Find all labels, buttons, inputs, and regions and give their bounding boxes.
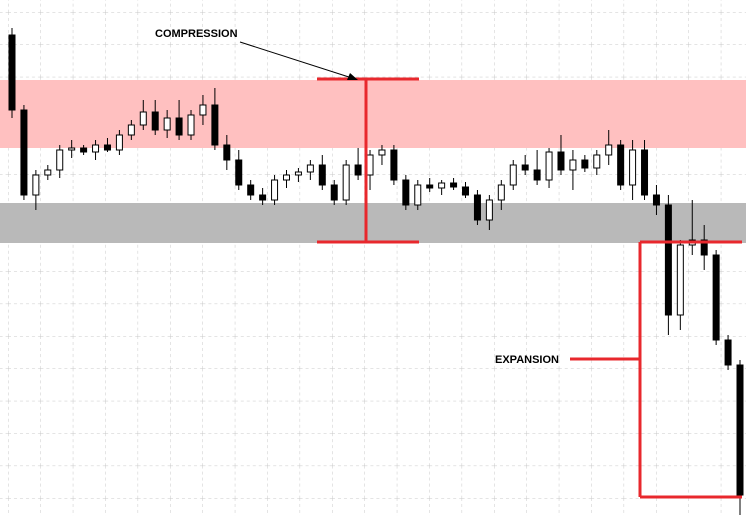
candle-body (271, 179, 279, 201)
candle-body (318, 164, 326, 186)
candle-body (92, 144, 100, 153)
zone (0, 203, 746, 243)
candle-body (378, 149, 386, 156)
candle-body (56, 149, 64, 171)
candle-body (199, 104, 207, 116)
candle-body (235, 159, 243, 186)
candle-body (462, 186, 470, 196)
candle-body (485, 199, 493, 221)
candle-body (736, 364, 744, 496)
candle-body (617, 144, 625, 186)
candle-body (342, 164, 350, 201)
zone (0, 80, 746, 148)
candle-body (533, 169, 541, 181)
candle-body (724, 339, 732, 366)
candle-body (629, 149, 637, 186)
compression-arrow (239, 41, 358, 80)
candle-body (390, 149, 398, 181)
candle-body (438, 182, 446, 189)
candle-body (247, 184, 255, 196)
candle-body (545, 151, 553, 181)
candle-body (68, 147, 76, 151)
candle-body (414, 184, 422, 206)
candle-body (151, 111, 159, 131)
candle-body (115, 134, 123, 151)
candle-body (259, 194, 267, 201)
candle-body (426, 184, 434, 189)
candle-body (127, 124, 135, 136)
candle-body (664, 204, 672, 316)
candle-body (211, 104, 219, 146)
candle-body (581, 159, 589, 169)
candle-body (641, 149, 649, 196)
candle-body (557, 151, 565, 171)
candle-body (652, 194, 660, 206)
candle-body (605, 144, 613, 156)
candle-body (282, 174, 290, 181)
annotation: EXPANSION (495, 354, 559, 366)
candle-body (497, 184, 505, 201)
candle-body (700, 239, 708, 256)
candle-body (676, 244, 684, 316)
candle-body (569, 159, 577, 171)
candle-body (712, 254, 720, 341)
candle-body (223, 144, 231, 161)
candle-body (450, 182, 458, 188)
candle-body (163, 117, 171, 131)
candle-body (354, 164, 362, 176)
candle-body (20, 109, 28, 196)
candle-body (473, 194, 481, 221)
candle-body (294, 171, 302, 176)
candle-body (175, 117, 183, 136)
annotation: COMPRESSION (155, 28, 238, 40)
candle-body (139, 111, 147, 126)
compression-bracket (317, 77, 419, 244)
candle-body (509, 164, 517, 186)
candle-body (366, 154, 374, 176)
candle-body (103, 144, 111, 151)
candle-body (330, 184, 338, 201)
candle-body (402, 179, 410, 206)
candle-body (593, 154, 601, 169)
candle-body (521, 164, 529, 171)
candle-body (32, 174, 40, 196)
candle-body (187, 114, 195, 136)
candle-body (306, 164, 314, 173)
expansion-bracket (570, 240, 742, 499)
candle-body (8, 34, 16, 111)
candle-body (44, 169, 52, 176)
candle-body (80, 147, 88, 153)
